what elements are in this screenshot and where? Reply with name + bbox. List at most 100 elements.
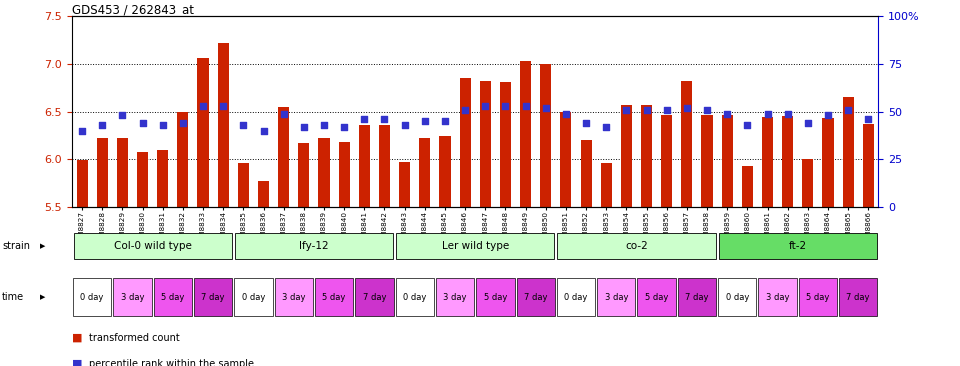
Point: [559, 111, 574, 116]
Bar: [77, 160, 87, 207]
Text: 3 day: 3 day: [121, 293, 144, 302]
Point: [357, 116, 372, 122]
Bar: [420, 138, 430, 207]
Bar: [235, 233, 393, 259]
Bar: [799, 279, 837, 316]
Bar: [154, 279, 192, 316]
Point: [821, 112, 836, 118]
Point: [94, 122, 110, 128]
Bar: [117, 138, 128, 207]
Point: [579, 120, 594, 126]
Bar: [843, 97, 853, 207]
Bar: [359, 125, 370, 207]
Point: [337, 124, 352, 130]
Point: [134, 120, 150, 126]
Bar: [379, 125, 390, 207]
Text: 5 day: 5 day: [645, 293, 668, 302]
Bar: [315, 279, 353, 316]
Point: [660, 107, 675, 113]
Text: 0 day: 0 day: [726, 293, 749, 302]
Point: [841, 107, 856, 113]
Point: [639, 107, 655, 113]
Text: 7 day: 7 day: [202, 293, 225, 302]
Bar: [597, 279, 636, 316]
Bar: [275, 279, 313, 316]
Bar: [74, 233, 231, 259]
Text: 5 day: 5 day: [323, 293, 346, 302]
Text: ft-2: ft-2: [789, 241, 806, 251]
Bar: [540, 64, 551, 207]
Text: 0 day: 0 day: [564, 293, 588, 302]
Point: [255, 128, 272, 134]
Point: [680, 105, 695, 111]
Text: co-2: co-2: [625, 241, 648, 251]
Bar: [476, 279, 515, 316]
Point: [196, 103, 211, 109]
Point: [175, 120, 190, 126]
Bar: [137, 152, 148, 207]
Point: [760, 111, 776, 116]
Point: [478, 103, 493, 109]
Text: ▶: ▶: [40, 294, 46, 300]
Bar: [839, 279, 877, 316]
Bar: [97, 138, 108, 207]
Bar: [399, 162, 410, 207]
Point: [599, 124, 614, 130]
Point: [458, 107, 473, 113]
Point: [740, 122, 756, 128]
Point: [397, 122, 413, 128]
Bar: [238, 163, 249, 207]
Point: [720, 111, 735, 116]
Point: [700, 107, 715, 113]
Text: GDS453 / 262843_at: GDS453 / 262843_at: [72, 3, 194, 16]
Bar: [500, 82, 511, 207]
Text: 7 day: 7 day: [685, 293, 708, 302]
Bar: [719, 233, 876, 259]
Point: [296, 124, 311, 130]
Text: 0 day: 0 day: [81, 293, 104, 302]
Bar: [558, 233, 715, 259]
Bar: [520, 61, 531, 207]
Bar: [762, 117, 773, 207]
Bar: [601, 163, 612, 207]
Text: 5 day: 5 day: [806, 293, 829, 302]
Text: 7 day: 7 day: [363, 293, 386, 302]
Bar: [758, 279, 797, 316]
Bar: [803, 159, 813, 207]
Bar: [637, 279, 676, 316]
Point: [276, 111, 292, 116]
Bar: [742, 166, 753, 207]
Point: [418, 118, 433, 124]
Point: [780, 111, 796, 116]
Text: 3 day: 3 day: [766, 293, 789, 302]
Bar: [319, 138, 329, 207]
Text: 0 day: 0 day: [242, 293, 265, 302]
Bar: [436, 279, 474, 316]
Text: 7 day: 7 day: [847, 293, 870, 302]
Bar: [396, 279, 434, 316]
Bar: [561, 112, 571, 207]
Bar: [823, 118, 833, 207]
Bar: [194, 279, 232, 316]
Text: lfy-12: lfy-12: [300, 241, 328, 251]
Text: percentile rank within the sample: percentile rank within the sample: [89, 359, 254, 366]
Bar: [299, 143, 309, 207]
Text: 7 day: 7 day: [524, 293, 547, 302]
Bar: [460, 78, 470, 207]
Text: 3 day: 3 day: [282, 293, 305, 302]
Bar: [339, 142, 349, 207]
Bar: [113, 279, 152, 316]
Bar: [218, 43, 228, 207]
Bar: [718, 279, 756, 316]
Bar: [355, 279, 394, 316]
Bar: [661, 115, 672, 207]
Bar: [396, 233, 554, 259]
Bar: [782, 116, 793, 207]
Point: [115, 112, 131, 118]
Text: Ler wild type: Ler wild type: [442, 241, 509, 251]
Text: time: time: [2, 292, 24, 302]
Bar: [581, 140, 591, 207]
Point: [539, 105, 554, 111]
Point: [498, 103, 514, 109]
Point: [861, 116, 876, 122]
